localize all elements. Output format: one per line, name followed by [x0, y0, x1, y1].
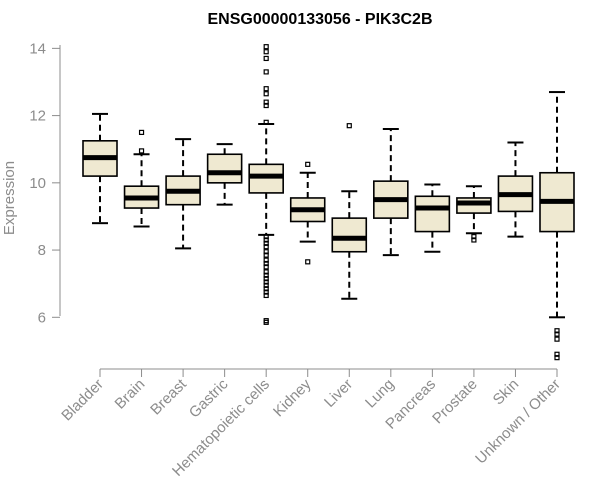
outlier-point	[263, 91, 269, 97]
outlier-point	[554, 351, 560, 357]
outlier-point	[263, 99, 269, 105]
outlier-point	[263, 269, 269, 275]
y-ticks: 6 8 10 12 14	[29, 40, 60, 326]
outlier-point	[138, 148, 145, 154]
outlier-point	[263, 319, 269, 325]
box-group	[123, 129, 160, 228]
outlier-point	[138, 129, 145, 136]
box-group	[82, 112, 118, 225]
box-group	[456, 185, 492, 243]
x-tick-label: Bladder	[58, 376, 107, 425]
x-tick-label: Prostate	[429, 376, 481, 428]
outlier-point	[263, 49, 269, 55]
outlier-point	[263, 249, 269, 255]
box-group	[331, 123, 368, 300]
outlier-point	[263, 86, 269, 92]
iqr-box	[206, 153, 243, 184]
boxes	[82, 44, 575, 361]
outlier-point	[263, 264, 269, 270]
x-tick-label: Liver	[321, 376, 356, 411]
box-group	[497, 141, 534, 238]
outlier-point	[263, 276, 269, 282]
outlier-point	[554, 331, 560, 337]
outlier-point	[263, 55, 269, 62]
box-group	[248, 44, 284, 325]
box-group	[289, 161, 326, 265]
outlier-point	[263, 289, 269, 295]
outlier-point	[263, 44, 269, 50]
box-group	[206, 143, 243, 206]
y-tick-label: 10	[29, 175, 46, 192]
outlier-point	[263, 240, 269, 246]
outlier-point	[263, 279, 269, 285]
outlier-point	[305, 259, 311, 265]
outlier-point	[554, 328, 560, 334]
iqr-box	[331, 217, 368, 253]
outlier-point	[263, 286, 269, 292]
iqr-box	[456, 197, 492, 214]
outlier-point	[263, 252, 269, 258]
y-axis-label: Expression	[1, 161, 18, 235]
y-tick-label: 6	[38, 309, 46, 326]
outlier-point	[263, 69, 269, 75]
box-group	[165, 138, 201, 250]
x-tick-label: Kidney	[270, 375, 315, 420]
iqr-box	[414, 195, 451, 233]
x-tick-label: Skin	[490, 376, 523, 409]
outlier-point	[263, 257, 269, 263]
outlier-point	[263, 292, 269, 299]
outlier-point	[554, 336, 560, 342]
outlier-point	[305, 161, 311, 167]
x-tick-label: Breast	[147, 375, 190, 418]
chart-title: ENSG00000133056 - PIK3C2B	[207, 11, 432, 28]
outlier-point	[554, 355, 560, 361]
box-group	[373, 128, 409, 257]
box-group	[539, 91, 575, 361]
outlier-point	[263, 102, 269, 109]
y-tick-label: 8	[38, 242, 46, 259]
outlier-point	[263, 234, 269, 240]
outlier-point	[346, 123, 352, 129]
outlier-point	[263, 260, 269, 267]
outlier-point	[263, 237, 269, 243]
box-group	[414, 183, 451, 253]
outlier-point	[263, 282, 269, 288]
outlier-point	[263, 272, 269, 278]
y-tick-label: 14	[29, 40, 46, 57]
x-tick-label: Brain	[112, 376, 149, 413]
y-tick-label: 12	[29, 108, 46, 125]
outlier-point	[471, 237, 477, 243]
x-tick-label: Lung	[362, 376, 398, 412]
iqr-box	[248, 163, 284, 194]
outlier-point	[471, 234, 477, 240]
outlier-point	[263, 119, 269, 125]
outlier-point	[263, 244, 269, 250]
